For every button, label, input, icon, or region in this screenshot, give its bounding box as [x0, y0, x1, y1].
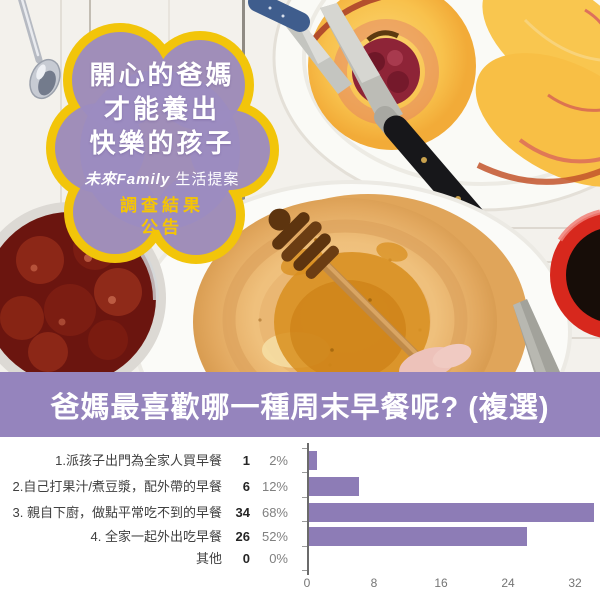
- x-tick-label: 8: [370, 576, 378, 590]
- category-tick-mark: [302, 448, 307, 449]
- x-tick-label: 16: [434, 576, 448, 590]
- x-tick-label: 0: [303, 576, 311, 590]
- category-label: 3. 親自下廚，做點平常吃不到的早餐: [12, 505, 222, 520]
- category-label: 2.自己打果汁/煮豆漿，配外帶的早餐: [12, 479, 222, 494]
- category-label: 1.派孩子出門為全家人買早餐: [55, 453, 222, 468]
- category-tick-mark: [302, 496, 307, 498]
- bar: [309, 477, 360, 496]
- category-label: 其他: [195, 551, 222, 566]
- category-label: 4. 全家一起外出吃早餐: [90, 529, 222, 544]
- butter-knife: [513, 299, 560, 372]
- question-title: 爸媽最喜歡哪一種周末早餐呢? (複選): [50, 391, 550, 424]
- percent-value: 0%: [269, 551, 288, 566]
- percent-value: 2%: [269, 453, 288, 468]
- denim-knife: [248, 0, 352, 94]
- chart-row: 4. 全家一起外出吃早餐 26 52%: [0, 524, 600, 550]
- campaign-blob: [55, 32, 270, 255]
- hand: [399, 343, 472, 372]
- category-tick-mark: [302, 472, 307, 474]
- percent-value: 52%: [261, 529, 288, 544]
- category-tick-mark: [302, 545, 307, 547]
- percent-value: 12%: [261, 479, 288, 494]
- question-banner: 爸媽最喜歡哪一種周末早餐呢? (複選): [0, 372, 600, 437]
- chart-row: 2.自己打果汁/煮豆漿，配外帶的早餐 6 12%: [0, 474, 600, 500]
- category-tick-mark: [302, 570, 307, 571]
- bar: [309, 503, 594, 522]
- x-tick-label: 32: [568, 576, 582, 590]
- chart-row: 其他 0 0%: [0, 546, 600, 572]
- count-value: 1: [242, 453, 250, 468]
- category-tick-mark: [302, 521, 307, 523]
- percent-value: 68%: [261, 505, 288, 520]
- breakfast-photo: 開心的爸媽 才能養出 快樂的孩子 未來Family 生活提案 調查結果 公告: [0, 0, 600, 372]
- count-value: 0: [242, 551, 250, 566]
- honey-dipper: [268, 208, 440, 372]
- peach-slices: [475, 0, 600, 187]
- count-value: 34: [235, 505, 250, 520]
- breakfast-photo-art: [0, 0, 600, 372]
- survey-bar-chart: 1.派孩子出門為全家人買早餐 1 2% 2.自己打果汁/煮豆漿，配外帶的早餐 6…: [0, 437, 600, 600]
- chart-row: 3. 親自下廚，做點平常吃不到的早餐 34 68%: [0, 500, 600, 526]
- coffee-mug: [550, 209, 600, 338]
- spoon: [18, 0, 61, 100]
- count-value: 6: [242, 479, 250, 494]
- count-value: 26: [235, 529, 250, 544]
- x-tick-label: 24: [501, 576, 515, 590]
- bar: [309, 527, 527, 546]
- category-axis: [307, 443, 309, 575]
- honey-pool: [274, 238, 430, 372]
- chart-row: 1.派孩子出門為全家人買早餐 1 2%: [0, 448, 600, 474]
- bar: [309, 451, 318, 470]
